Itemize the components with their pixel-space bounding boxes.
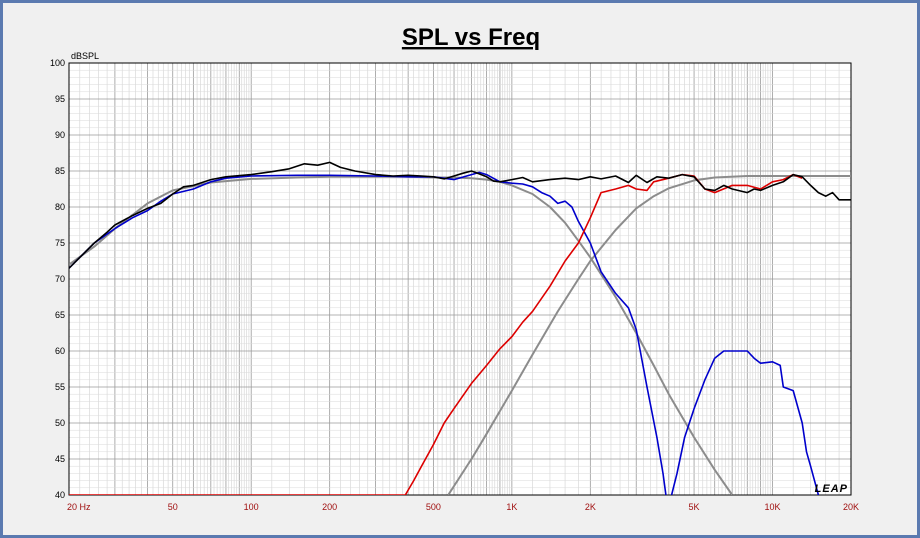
series-line-tweeter: [69, 173, 803, 495]
chart-title: SPL vs Freq: [402, 24, 540, 51]
series-line-woofer_ultrasonic: [670, 350, 820, 495]
y-tick-label: 80: [55, 202, 65, 212]
leap-watermark: LEAP: [815, 483, 848, 495]
x-tick-label: 20 Hz: [67, 502, 91, 512]
spl-chart: SPL vs Freq dBSPL 40 45 50 55 60 65 70 75 80 85 90 95…: [50, 24, 859, 512]
y-tick-label: 40: [55, 490, 65, 500]
y-axis-label: dBSPL: [71, 51, 99, 61]
y-tick-label: 60: [55, 346, 65, 356]
y-tick-label: 75: [55, 238, 65, 248]
series-line-woofer: [69, 171, 667, 495]
series-line-target_lowpass: [69, 175, 734, 495]
x-tick-label: 100: [244, 502, 259, 512]
y-tick-label: 70: [55, 274, 65, 284]
series-line-system: [69, 161, 851, 269]
y-tick-label: 95: [55, 94, 65, 104]
y-tick-label: 100: [50, 58, 65, 68]
y-tick-label: 55: [55, 382, 65, 392]
y-tick-label: 85: [55, 166, 65, 176]
plot-border: [68, 62, 852, 496]
x-tick-label: 20K: [843, 502, 859, 512]
y-tick-label: 45: [55, 454, 65, 464]
y-tick-label: 50: [55, 418, 65, 428]
x-tick-label: 500: [426, 502, 441, 512]
x-tick-label: 2K: [585, 502, 596, 512]
x-tick-label: 10K: [765, 502, 781, 512]
series-line-target_highpass: [447, 175, 851, 495]
x-tick-label: 1K: [506, 502, 517, 512]
y-tick-label: 65: [55, 310, 65, 320]
x-tick-label: 5K: [689, 502, 700, 512]
x-tick-label: 50: [168, 502, 178, 512]
y-tick-label: 90: [55, 130, 65, 140]
x-tick-label: 200: [322, 502, 337, 512]
